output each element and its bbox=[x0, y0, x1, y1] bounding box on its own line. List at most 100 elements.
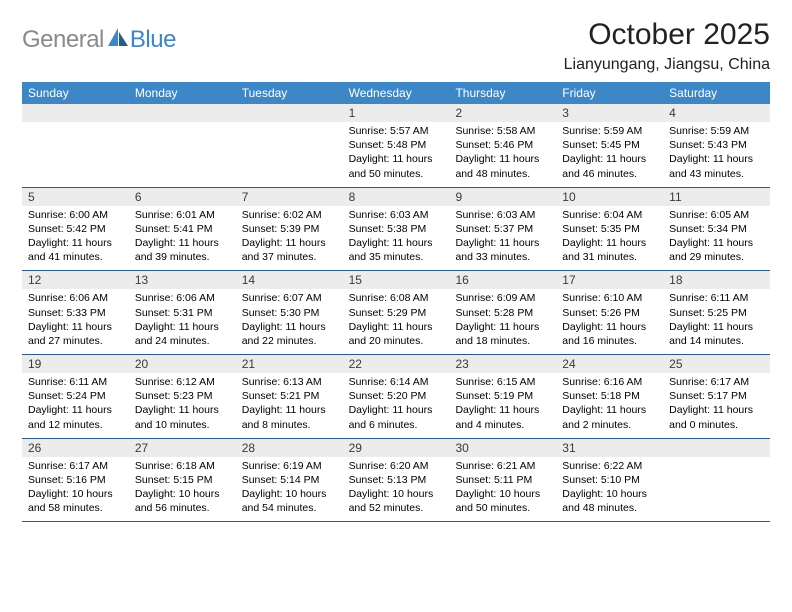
day-detail-row: Sunrise: 6:00 AMSunset: 5:42 PM Daylight:… bbox=[22, 206, 770, 271]
day-detail: Sunrise: 6:08 AMSunset: 5:29 PMDaylight:… bbox=[343, 289, 450, 354]
day-detail: Sunrise: 6:03 AMSunset: 5:37 PMDaylight:… bbox=[449, 206, 556, 271]
day-detail-line: Sunset: 5:24 PM bbox=[28, 389, 123, 403]
day-detail-line: Sunset: 5:23 PM bbox=[135, 389, 230, 403]
day-detail-line: Sunset: 5:14 PM bbox=[242, 473, 337, 487]
day-detail-line: Daylight: 11 hours and 33 minutes. bbox=[455, 236, 550, 264]
day-detail-line: Sunset: 5:20 PM bbox=[349, 389, 444, 403]
day-detail-line: Sunrise: 5:59 AM bbox=[669, 124, 764, 138]
week-block: 262728293031Sunrise: 6:17 AMSunset: 5:16… bbox=[22, 439, 770, 522]
day-detail-line: Sunrise: 5:59 AM bbox=[562, 124, 657, 138]
day-detail-line: Sunset: 5:29 PM bbox=[349, 306, 444, 320]
day-number bbox=[663, 439, 770, 457]
day-detail-line: Sunset: 5:19 PM bbox=[455, 389, 550, 403]
day-number: 24 bbox=[556, 355, 663, 373]
day-detail-line: Sunrise: 5:58 AM bbox=[455, 124, 550, 138]
day-header-cell: Tuesday bbox=[236, 82, 343, 104]
day-detail-line: Daylight: 10 hours and 54 minutes. bbox=[242, 487, 337, 515]
day-detail-line: Daylight: 10 hours and 58 minutes. bbox=[28, 487, 123, 515]
day-detail-line: Sunrise: 6:01 AM bbox=[135, 208, 230, 222]
day-detail-line: Sunrise: 6:06 AM bbox=[28, 291, 123, 305]
week-block: 567891011Sunrise: 6:00 AMSunset: 5:42 PM… bbox=[22, 188, 770, 272]
day-detail-line: Sunrise: 6:02 AM bbox=[242, 208, 337, 222]
day-detail-line: Daylight: 11 hours and 0 minutes. bbox=[669, 403, 764, 431]
day-detail-line: Sunrise: 6:03 AM bbox=[349, 208, 444, 222]
day-number: 11 bbox=[663, 188, 770, 206]
day-detail-line: Sunset: 5:45 PM bbox=[562, 138, 657, 152]
day-number bbox=[236, 104, 343, 122]
header: General Blue October 2025 Lianyungang, J… bbox=[22, 18, 770, 74]
day-detail: Sunrise: 6:04 AMSunset: 5:35 PMDaylight:… bbox=[556, 206, 663, 271]
day-detail: Sunrise: 6:07 AMSunset: 5:30 PMDaylight:… bbox=[236, 289, 343, 354]
day-number: 13 bbox=[129, 271, 236, 289]
day-detail-row: Sunrise: 6:11 AMSunset: 5:24 PMDaylight:… bbox=[22, 373, 770, 438]
day-detail: Sunrise: 6:00 AMSunset: 5:42 PMDaylight:… bbox=[22, 206, 129, 271]
day-detail-line: Sunrise: 6:08 AM bbox=[349, 291, 444, 305]
day-detail-line: Sunrise: 6:10 AM bbox=[562, 291, 657, 305]
day-detail: Sunrise: 6:17 AMSunset: 5:16 PMDaylight:… bbox=[22, 457, 129, 522]
day-detail-line: Sunrise: 6:03 AM bbox=[455, 208, 550, 222]
day-detail-line: Sunset: 5:26 PM bbox=[562, 306, 657, 320]
day-header-cell: Wednesday bbox=[343, 82, 450, 104]
day-number: 26 bbox=[22, 439, 129, 457]
day-detail-line: Sunset: 5:42 PM bbox=[28, 222, 123, 236]
page-title: October 2025 bbox=[564, 18, 770, 52]
day-detail: Sunrise: 6:11 AMSunset: 5:24 PMDaylight:… bbox=[22, 373, 129, 438]
day-detail-line: Sunset: 5:16 PM bbox=[28, 473, 123, 487]
day-number-row: 19202122232425 bbox=[22, 355, 770, 373]
day-detail-line: Sunrise: 6:12 AM bbox=[135, 375, 230, 389]
day-number: 9 bbox=[449, 188, 556, 206]
day-detail-row: Sunrise: 6:17 AMSunset: 5:16 PMDaylight:… bbox=[22, 457, 770, 522]
day-detail-line: Daylight: 11 hours and 4 minutes. bbox=[455, 403, 550, 431]
calendar: SundayMondayTuesdayWednesdayThursdayFrid… bbox=[22, 82, 770, 522]
day-number: 29 bbox=[343, 439, 450, 457]
day-detail: Sunrise: 6:13 AMSunset: 5:21 PMDaylight:… bbox=[236, 373, 343, 438]
day-number: 7 bbox=[236, 188, 343, 206]
day-detail-line: Daylight: 11 hours and 18 minutes. bbox=[455, 320, 550, 348]
day-detail-line: Sunset: 5:41 PM bbox=[135, 222, 230, 236]
week-block: 12131415161718Sunrise: 6:06 AMSunset: 5:… bbox=[22, 271, 770, 355]
day-detail-line: Daylight: 11 hours and 20 minutes. bbox=[349, 320, 444, 348]
day-detail: Sunrise: 6:05 AMSunset: 5:34 PMDaylight:… bbox=[663, 206, 770, 271]
day-number: 30 bbox=[449, 439, 556, 457]
day-number-row: 12131415161718 bbox=[22, 271, 770, 289]
week-block: 19202122232425Sunrise: 6:11 AMSunset: 5:… bbox=[22, 355, 770, 439]
day-detail-line: Sunrise: 6:06 AM bbox=[135, 291, 230, 305]
day-detail-row: Sunrise: 5:57 AMSunset: 5:48 PMDaylight:… bbox=[22, 122, 770, 187]
day-detail-line: Sunrise: 6:13 AM bbox=[242, 375, 337, 389]
day-detail: Sunrise: 6:16 AMSunset: 5:18 PMDaylight:… bbox=[556, 373, 663, 438]
day-detail: Sunrise: 6:21 AMSunset: 5:11 PMDaylight:… bbox=[449, 457, 556, 522]
day-detail: Sunrise: 6:06 AMSunset: 5:31 PMDaylight:… bbox=[129, 289, 236, 354]
week-block: 1234Sunrise: 5:57 AMSunset: 5:48 PMDayli… bbox=[22, 104, 770, 188]
logo-text-gray: General bbox=[22, 26, 104, 54]
day-number: 18 bbox=[663, 271, 770, 289]
logo-text-blue: Blue bbox=[130, 26, 176, 54]
day-detail bbox=[236, 122, 343, 187]
day-detail: Sunrise: 6:18 AMSunset: 5:15 PMDaylight:… bbox=[129, 457, 236, 522]
day-number: 16 bbox=[449, 271, 556, 289]
day-detail-line: Sunset: 5:11 PM bbox=[455, 473, 550, 487]
day-detail-line: Sunrise: 6:20 AM bbox=[349, 459, 444, 473]
day-detail-line: Sunrise: 6:14 AM bbox=[349, 375, 444, 389]
day-detail-line: Daylight: 11 hours and 14 minutes. bbox=[669, 320, 764, 348]
page-subtitle: Lianyungang, Jiangsu, China bbox=[564, 56, 770, 74]
day-detail-line: Sunrise: 6:17 AM bbox=[28, 459, 123, 473]
day-detail-line: Daylight: 11 hours and 22 minutes. bbox=[242, 320, 337, 348]
day-number: 6 bbox=[129, 188, 236, 206]
day-detail-line: Sunset: 5:28 PM bbox=[455, 306, 550, 320]
day-detail-line: Daylight: 11 hours and 10 minutes. bbox=[135, 403, 230, 431]
day-detail-line: Daylight: 11 hours and 12 minutes. bbox=[28, 403, 123, 431]
day-number: 15 bbox=[343, 271, 450, 289]
day-detail-line: Daylight: 11 hours and 50 minutes. bbox=[349, 152, 444, 180]
day-detail-line: Daylight: 11 hours and 46 minutes. bbox=[562, 152, 657, 180]
day-detail-line: Sunrise: 6:07 AM bbox=[242, 291, 337, 305]
day-detail-line: Daylight: 10 hours and 52 minutes. bbox=[349, 487, 444, 515]
day-detail-line: Sunrise: 6:00 AM bbox=[28, 208, 123, 222]
day-detail: Sunrise: 6:22 AMSunset: 5:10 PMDaylight:… bbox=[556, 457, 663, 522]
day-detail-line: Sunrise: 6:15 AM bbox=[455, 375, 550, 389]
day-detail-line: Daylight: 11 hours and 39 minutes. bbox=[135, 236, 230, 264]
page: General Blue October 2025 Lianyungang, J… bbox=[0, 0, 792, 522]
day-detail-line: Daylight: 11 hours and 37 minutes. bbox=[242, 236, 337, 264]
day-detail-line: Sunrise: 6:11 AM bbox=[669, 291, 764, 305]
logo-sail-icon bbox=[108, 28, 128, 46]
day-detail-line: Sunrise: 6:09 AM bbox=[455, 291, 550, 305]
